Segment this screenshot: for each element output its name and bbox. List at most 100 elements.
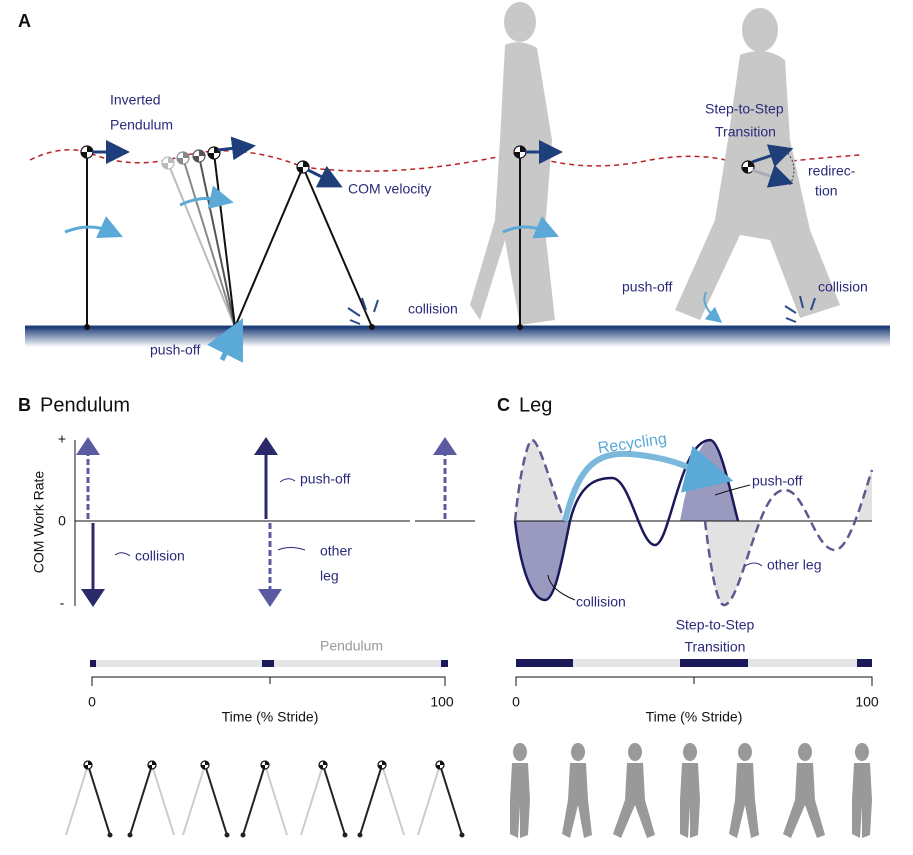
phase-segment <box>441 660 448 667</box>
panel-title: Pendulum <box>40 394 130 416</box>
foot <box>357 832 363 838</box>
bar-label: Step-to-Step <box>676 617 755 633</box>
panel-label: C <box>497 395 510 415</box>
leader <box>744 562 763 567</box>
stick-leg <box>322 764 346 836</box>
annotation: leg <box>320 568 339 584</box>
stick-leg <box>417 764 441 836</box>
axis-label: 100 <box>430 694 454 710</box>
annotation: COM velocity <box>348 181 431 197</box>
annotation: collision <box>408 301 458 317</box>
leader <box>279 478 296 483</box>
annotation: push-off <box>150 342 200 358</box>
com-quadrant <box>177 152 189 164</box>
annotation: push-off <box>622 279 672 295</box>
phase-segment <box>857 659 872 667</box>
foot <box>224 832 230 838</box>
leader <box>547 574 576 601</box>
annotation: Step-to-Step <box>705 101 784 117</box>
stick-leg <box>264 764 288 836</box>
annotation: Transition <box>715 124 776 140</box>
stick-leg <box>65 764 89 836</box>
walker-head <box>513 743 527 761</box>
annotation: collision <box>576 594 626 610</box>
phase-segment <box>680 659 748 667</box>
com-markers <box>80 145 755 174</box>
time-axis <box>91 676 446 686</box>
walker-head <box>855 743 869 761</box>
axis-label: 0 <box>512 694 520 710</box>
leader <box>714 484 751 496</box>
annotation: redirec- <box>808 163 856 179</box>
com-quadrant <box>208 147 220 159</box>
walker-body <box>613 763 655 838</box>
leader <box>114 552 131 557</box>
com-quadrant <box>81 146 93 158</box>
com-quadrant <box>378 761 386 769</box>
walking-sequence <box>510 743 872 838</box>
walker-silhouette <box>470 2 840 325</box>
foot <box>342 832 348 838</box>
annotation: other <box>320 543 352 559</box>
stick-leg <box>381 764 405 836</box>
pendulum-sequence <box>65 760 465 838</box>
panel-b: B Pendulum COM Work Rate + 0 - push-off … <box>18 394 475 838</box>
annotation: collision <box>135 548 185 564</box>
work-arrows <box>76 437 457 607</box>
com-quadrant <box>436 761 444 769</box>
phase-segment <box>90 660 96 667</box>
shade <box>705 521 760 605</box>
axis-label: - <box>60 595 65 611</box>
com-quadrant <box>319 761 327 769</box>
panel-title: Leg <box>519 394 552 416</box>
shade <box>680 440 738 521</box>
foot <box>240 832 246 838</box>
stick-leg <box>87 764 111 836</box>
axis-label: 0 <box>88 694 96 710</box>
foot <box>127 832 133 838</box>
panel-label: B <box>18 395 31 415</box>
walker-body <box>783 763 825 838</box>
annotation: Pendulum <box>110 117 173 133</box>
redirected-arrow <box>751 164 794 188</box>
recycling-arrow <box>562 445 734 522</box>
com-quadrant <box>514 146 526 158</box>
annotation: other leg <box>767 557 821 573</box>
bar-label: Transition <box>685 639 746 655</box>
annotation: push-off <box>752 473 802 489</box>
com-quadrant <box>162 157 174 169</box>
walker-body <box>510 763 530 838</box>
stick-leg <box>359 764 383 836</box>
axis-label: 100 <box>855 694 879 710</box>
x-axis-label: Time (% Stride) <box>222 709 319 725</box>
walker-body <box>680 763 700 838</box>
stick-leg <box>129 764 153 836</box>
y-axis-label: COM Work Rate <box>31 471 47 574</box>
stick-leg <box>300 764 324 836</box>
stick-leg <box>439 764 463 836</box>
other-leg-curve <box>513 438 874 607</box>
panel-c: C Leg Recycling push-off collision other… <box>497 394 879 838</box>
time-axis <box>515 676 873 686</box>
bar-label: Pendulum <box>320 638 383 654</box>
x-axis-label: Time (% Stride) <box>646 709 743 725</box>
stick-leg <box>242 764 266 836</box>
walker-body <box>729 763 759 838</box>
foot <box>459 832 465 838</box>
com-quadrant <box>84 761 92 769</box>
stick-leg <box>151 764 175 836</box>
walker-head <box>798 743 812 761</box>
foot <box>107 832 113 838</box>
stick-leg <box>182 764 206 836</box>
phase-segment <box>516 659 573 667</box>
com-quadrant <box>297 161 309 173</box>
com-quadrant <box>148 761 156 769</box>
panel-a: A <box>18 2 890 363</box>
panel-label: A <box>18 11 31 31</box>
collision-marks <box>347 295 816 325</box>
shade <box>515 440 565 521</box>
annotation: collision <box>818 279 868 295</box>
annotation: Inverted <box>110 92 161 108</box>
walker-head <box>571 743 585 761</box>
